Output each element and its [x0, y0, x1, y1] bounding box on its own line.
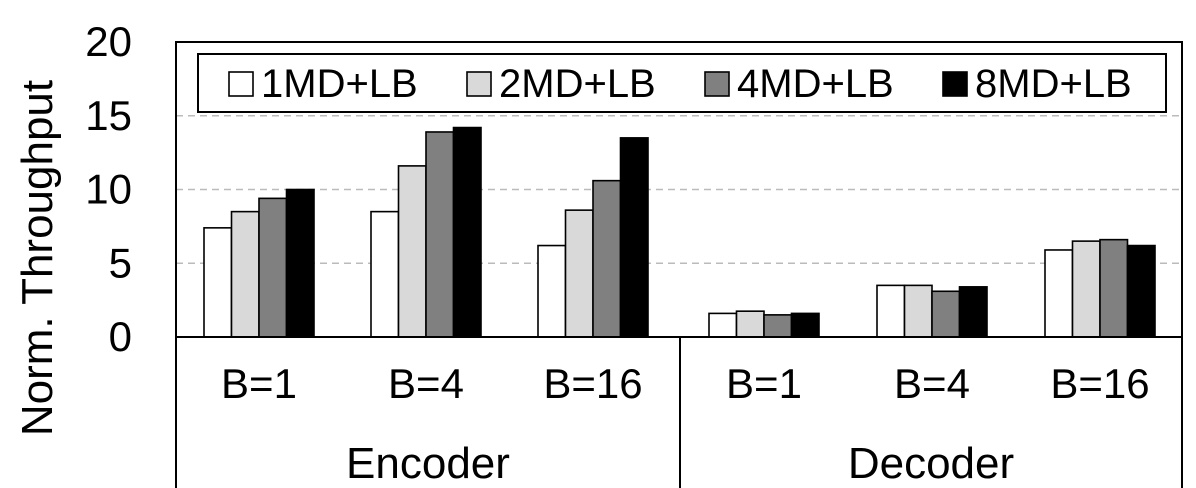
plot-frame [175, 41, 1183, 488]
bar [931, 290, 961, 338]
bar [876, 284, 906, 338]
y-tick-label: 15 [85, 92, 132, 139]
bar [537, 244, 567, 338]
bar [958, 286, 988, 338]
legend-label: 1MD+LB [261, 62, 418, 106]
category-label: B=16 [543, 360, 642, 407]
y-tick-label: 10 [85, 166, 132, 213]
category-label: B=1 [726, 360, 802, 407]
bar [1071, 240, 1101, 338]
category-label: B=4 [388, 360, 464, 407]
group-label: Decoder [848, 439, 1014, 488]
legend-swatch [704, 71, 730, 97]
bar [1044, 249, 1074, 338]
bar [903, 284, 933, 338]
bar [452, 126, 482, 338]
bar [790, 312, 820, 338]
bar [1099, 238, 1129, 338]
bar [230, 210, 260, 338]
bar [397, 165, 427, 338]
category-label: B=16 [1050, 360, 1149, 407]
legend: 1MD+LB 2MD+LB 4MD+LB 8MD+LB [197, 53, 1167, 113]
bar [564, 209, 594, 338]
group-label: Encoder [346, 439, 510, 488]
bars [203, 126, 1156, 338]
bar [203, 227, 233, 338]
y-axis-label: Norm. Throughput [13, 80, 62, 436]
y-axis-ticks: 0 5 10 15 20 [85, 18, 132, 360]
bar [370, 210, 400, 338]
category-label: B=4 [894, 360, 970, 407]
plot-border [175, 41, 1183, 488]
legend-label: 8MD+LB [975, 62, 1132, 106]
bar [258, 197, 288, 338]
legend-swatch [466, 71, 492, 97]
legend-swatch [228, 71, 254, 97]
gridlines [176, 115, 1182, 264]
bar [425, 131, 455, 338]
legend-label: 4MD+LB [737, 62, 894, 106]
bar [285, 188, 315, 338]
legend-label: 2MD+LB [499, 62, 656, 106]
legend-swatch [942, 71, 968, 97]
bar [1126, 244, 1156, 338]
category-labels: B=1 B=4 B=16 B=1 B=4 B=16 [221, 360, 1150, 407]
legend-box [197, 53, 1167, 113]
bar [763, 314, 793, 338]
y-tick-label: 0 [109, 313, 132, 360]
bar [735, 310, 765, 338]
bar [708, 312, 738, 338]
category-label: B=1 [221, 360, 297, 407]
y-tick-label: 5 [109, 239, 132, 286]
bar [592, 179, 622, 338]
y-tick-label: 20 [85, 18, 132, 65]
group-labels: Encoder Decoder [346, 439, 1014, 488]
bar [619, 137, 649, 338]
